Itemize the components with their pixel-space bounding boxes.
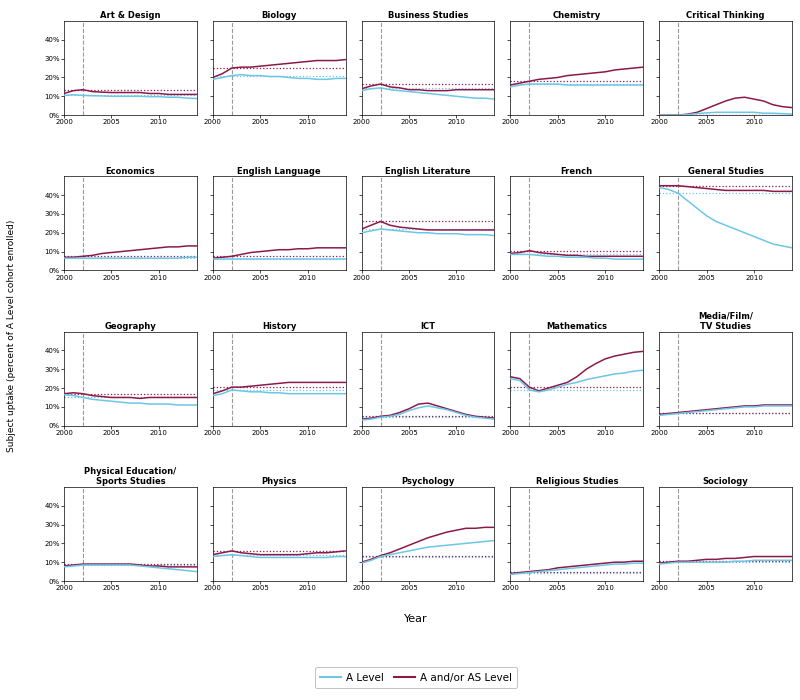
Title: Mathematics: Mathematics xyxy=(546,322,607,331)
Title: Psychology: Psychology xyxy=(402,477,454,486)
Title: ICT: ICT xyxy=(421,322,435,331)
Title: Art & Design: Art & Design xyxy=(100,11,161,20)
Title: English Literature: English Literature xyxy=(386,167,470,176)
Title: General Studies: General Studies xyxy=(688,167,763,176)
Title: Religious Studies: Religious Studies xyxy=(535,477,618,486)
Title: Sociology: Sociology xyxy=(702,477,749,486)
Title: Economics: Economics xyxy=(106,167,155,176)
Text: Year: Year xyxy=(404,615,428,624)
Title: Business Studies: Business Studies xyxy=(388,11,468,20)
Title: Media/Film/
TV Studies: Media/Film/ TV Studies xyxy=(698,312,753,331)
Title: History: History xyxy=(262,322,296,331)
Title: Physics: Physics xyxy=(262,477,297,486)
Title: Geography: Geography xyxy=(105,322,156,331)
Title: Chemistry: Chemistry xyxy=(553,11,601,20)
Text: Subject uptake (percent of A Level cohort enrolled): Subject uptake (percent of A Level cohor… xyxy=(7,220,17,452)
Title: Critical Thinking: Critical Thinking xyxy=(686,11,765,20)
Title: Biology: Biology xyxy=(262,11,297,20)
Legend: A Level, A and/or AS Level: A Level, A and/or AS Level xyxy=(314,667,518,688)
Title: Physical Education/
Sports Studies: Physical Education/ Sports Studies xyxy=(84,467,177,486)
Title: French: French xyxy=(561,167,593,176)
Title: English Language: English Language xyxy=(238,167,321,176)
